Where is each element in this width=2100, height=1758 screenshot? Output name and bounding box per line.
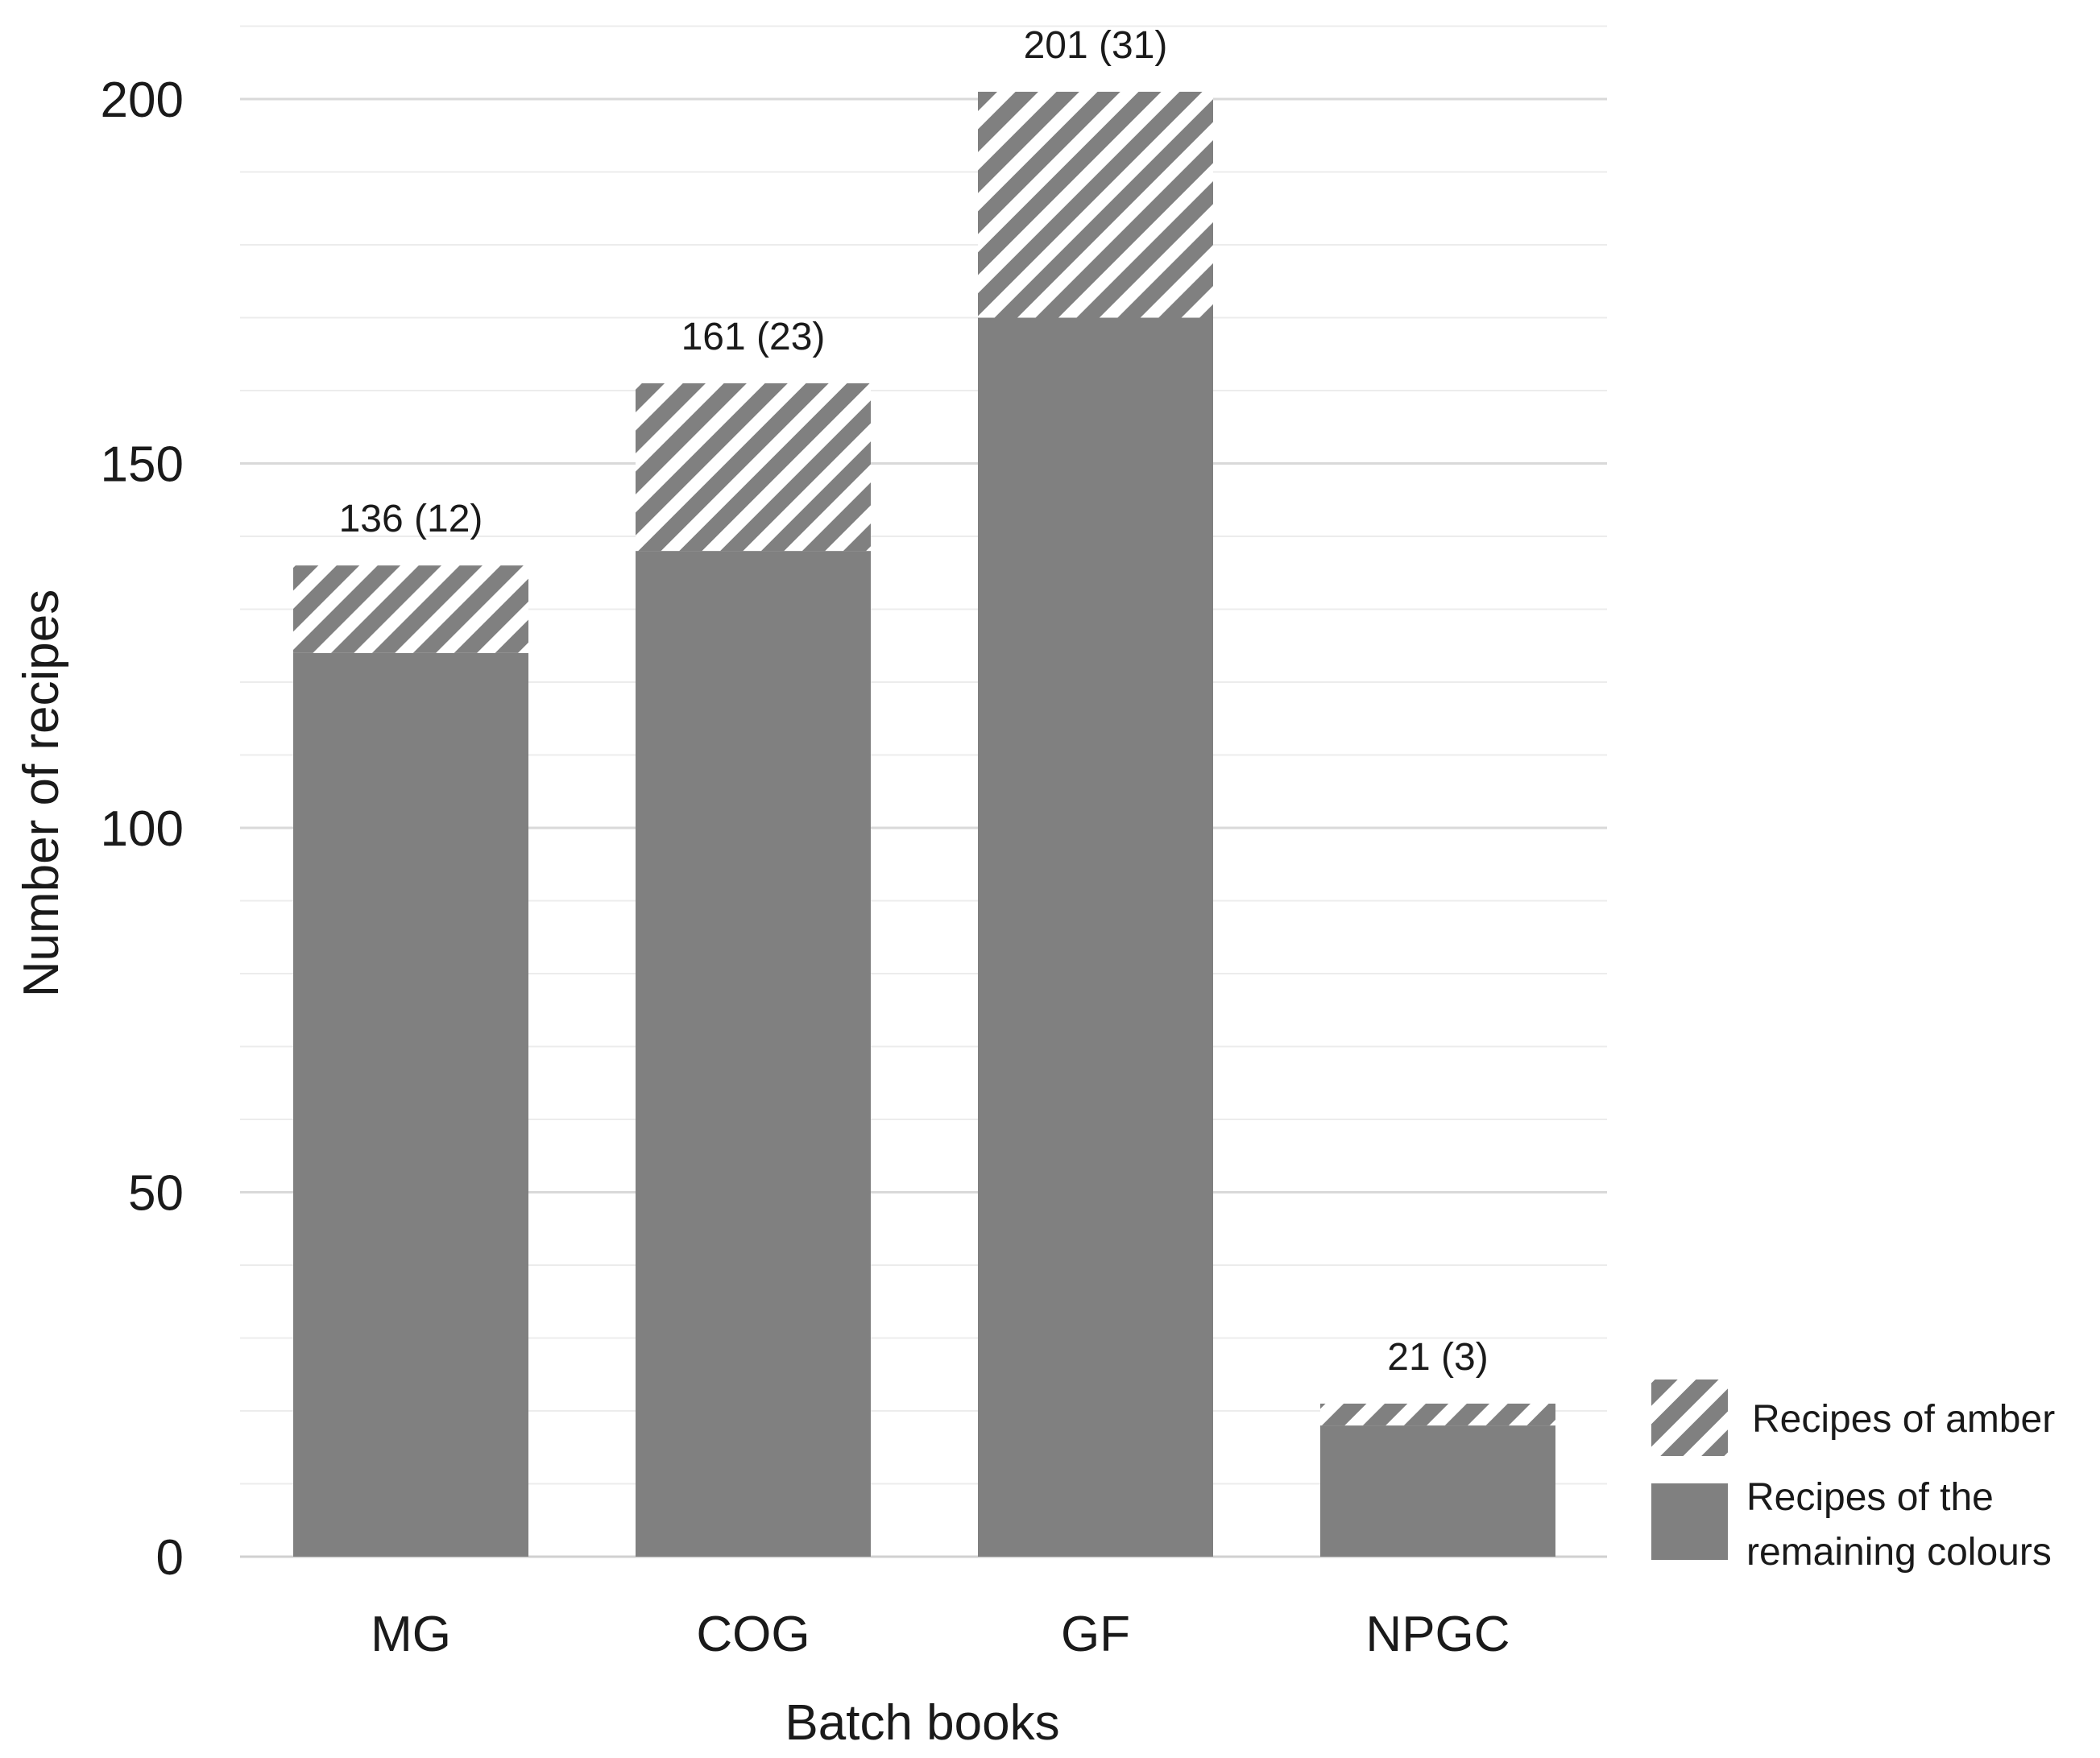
bar-amber-gf: [978, 91, 1213, 318]
y-tick-label: 150: [101, 437, 184, 493]
x-tick-labels: MG COG GF NPGC: [371, 1607, 1510, 1662]
legend-amber-label: Recipes of amber: [1752, 1398, 2055, 1441]
x-tick-label-cog: COG: [696, 1607, 810, 1662]
legend-remaining-label-line1: Recipes of the: [1746, 1476, 1994, 1519]
bars: [293, 91, 1555, 1557]
x-tick-label-mg: MG: [371, 1607, 451, 1662]
bar-remaining-gf: [978, 317, 1213, 1557]
x-tick-label-gf: GF: [1061, 1607, 1130, 1662]
data-label-mg: 136 (12): [339, 498, 483, 540]
y-tick-label: 200: [101, 72, 184, 128]
x-tick-label-npgc: NPGC: [1365, 1607, 1510, 1662]
data-label-cog: 161 (23): [681, 316, 826, 358]
legend-amber-swatch: [1651, 1380, 1728, 1456]
legend-remaining-swatch: [1651, 1483, 1728, 1560]
axes: 0 50 100 150 200 MG COG GF NPGC Number of recip…: [14, 72, 1510, 1751]
bar-remaining-cog: [636, 551, 871, 1557]
y-tick-label: 50: [128, 1166, 184, 1222]
bar-remaining-mg: [293, 652, 528, 1557]
y-tick-label: 100: [101, 801, 184, 857]
y-axis-label: Number of recipes: [14, 589, 69, 998]
data-label-npgc: 21 (3): [1387, 1336, 1488, 1379]
legend-remaining-label-line2: remaining colours: [1746, 1531, 2052, 1574]
bar-remaining-npgc: [1320, 1425, 1555, 1557]
legend: Recipes of amber Recipes of the remainin…: [1651, 1380, 2055, 1574]
bar-amber-cog: [636, 383, 871, 552]
y-tick-labels: 0 50 100 150 200: [101, 72, 184, 1586]
bar-amber-npgc: [1320, 1403, 1555, 1426]
bar-amber-mg: [293, 565, 528, 653]
data-label-gf: 201 (31): [1024, 24, 1168, 67]
y-tick-label: 0: [156, 1530, 184, 1586]
x-axis-label: Batch books: [785, 1695, 1059, 1751]
data-labels: 136 (12) 161 (23) 201 (31) 21 (3): [339, 24, 1489, 1379]
